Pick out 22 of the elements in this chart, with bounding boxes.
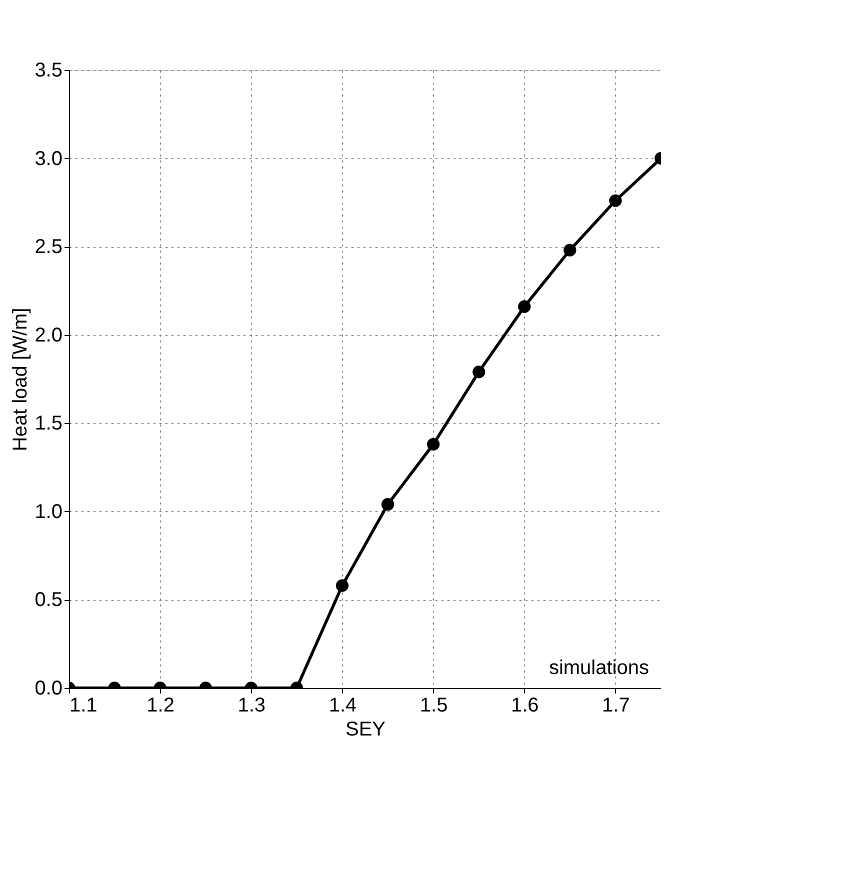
y-tick-label: 3.5: [34, 60, 62, 82]
x-tick-label: 1.6: [510, 694, 539, 716]
annotation: simulations: [548, 657, 649, 679]
x-tick-label: 1.5: [420, 694, 448, 716]
y-tick-label: 2.5: [34, 236, 62, 258]
y-tick-label: 1.0: [34, 500, 62, 523]
point: [609, 194, 622, 207]
point: [518, 300, 531, 313]
y-axis-title: Heat load [W/m]: [10, 308, 32, 452]
x-tick-label: 1.3: [238, 694, 266, 716]
y-tick-label: 2.0: [34, 324, 62, 346]
point: [564, 244, 576, 256]
y-tick-label: 0.0: [34, 678, 62, 700]
x-tick-label: 1.7: [602, 694, 630, 716]
x-tick-label: 1.1: [70, 694, 98, 716]
y-tick-label: 0.5: [34, 589, 62, 612]
x-tick-label: 1.2: [146, 694, 174, 716]
y-tick-label: 1.5: [34, 412, 62, 435]
x-axis-title: SEY: [345, 718, 386, 740]
point: [472, 366, 486, 378]
y-tick-label: 3.0: [34, 148, 62, 170]
x-tick-label: 1.4: [328, 694, 357, 716]
